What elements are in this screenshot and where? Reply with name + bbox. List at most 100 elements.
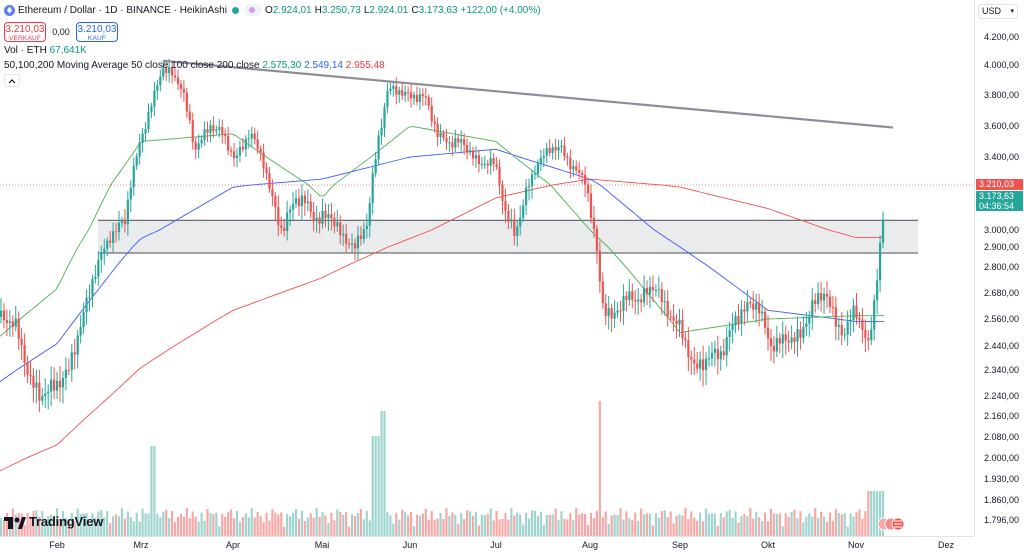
price-axis[interactable]: 4.200,00 4.000,00 3.800,00 3.600,00 3.400,00…: [974, 0, 1024, 536]
candle: [114, 231, 118, 233]
volume-bar: [504, 512, 507, 536]
volume-bar: [761, 521, 764, 536]
trendline[interactable]: [162, 59, 894, 129]
volume-bar: [822, 516, 826, 536]
candle: [645, 287, 649, 295]
volume-legend[interactable]: Vol · ETH 67,641K: [4, 44, 541, 57]
candle: [822, 293, 826, 301]
volume-bar: [734, 511, 737, 536]
volume-bar: [486, 514, 489, 536]
price-tick: 3.600,00: [984, 121, 1020, 131]
ma100-value: 2.549,14: [304, 60, 343, 71]
symbol-title[interactable]: Ethereum / Dollar · 1D · BINANCE · Heiki…: [18, 4, 227, 16]
volume-bar: [533, 510, 537, 536]
candle: [643, 287, 646, 303]
volume-bar: [539, 511, 542, 536]
volume-bar: [185, 508, 188, 536]
volume-bar: [613, 514, 616, 536]
volume-bar: [433, 519, 436, 536]
volume-bar: [687, 519, 690, 536]
candle: [501, 184, 504, 202]
candle: [554, 147, 557, 151]
candle: [433, 121, 436, 124]
tradingview-logo[interactable]: TradingView: [4, 514, 103, 529]
candle: [516, 226, 519, 236]
candle: [586, 184, 590, 194]
candle: [395, 85, 398, 95]
event-flags-icon[interactable]: [878, 517, 904, 531]
volume-bar: [519, 514, 522, 536]
candle: [681, 319, 684, 339]
volume-bar: [324, 515, 327, 536]
ohlc-key: O: [264, 4, 273, 16]
tradingview-wordmark: TradingView: [29, 514, 104, 529]
candle: [247, 138, 250, 140]
indicator-pill-icon[interactable]: [243, 4, 262, 16]
volume-bar: [112, 516, 115, 536]
candle: [566, 156, 569, 158]
volume-bar: [495, 511, 498, 536]
candle: [471, 150, 475, 159]
volume-bar: [218, 526, 221, 536]
candle: [238, 146, 242, 156]
chart-area[interactable]: [0, 0, 974, 536]
candle: [306, 201, 309, 204]
sell-button[interactable]: 3.210,03 VERKAUF: [4, 22, 46, 42]
time-tick: Mrz: [133, 540, 149, 550]
candle: [58, 380, 62, 388]
volume-bar: [67, 520, 70, 536]
candle: [401, 90, 404, 96]
candle: [112, 231, 115, 243]
candle: [507, 210, 510, 222]
candle: [348, 243, 351, 245]
volume-bar: [291, 512, 295, 536]
volume-bar: [772, 513, 775, 536]
candle: [138, 142, 141, 157]
time-axis[interactable]: Feb Mrz Apr Mai Jun Jul Aug Sep Okt Nov Dez: [0, 536, 974, 554]
candle: [710, 352, 714, 359]
volume-bar: [731, 517, 734, 536]
ma-legend[interactable]: 50,100,200 Moving Average 50 close 100 c…: [4, 59, 541, 72]
volume-bar: [76, 508, 79, 536]
collapse-legend-button[interactable]: [4, 74, 20, 87]
volume-bar: [781, 526, 784, 536]
candle: [392, 85, 395, 89]
candle: [309, 201, 312, 212]
volume-bar: [26, 513, 29, 536]
volume-bar: [374, 436, 377, 536]
candle: [731, 325, 734, 331]
ma100-line: [0, 148, 884, 383]
candle: [460, 139, 463, 143]
ohlc-low: L2.924,01: [364, 5, 409, 16]
volume-bar: [32, 511, 35, 536]
candle: [463, 139, 466, 146]
volume-bar: [5, 512, 8, 536]
volume-bar: [421, 513, 424, 536]
volume-bar: [831, 520, 834, 536]
volume-bar: [610, 515, 613, 536]
volume-bar: [716, 525, 719, 536]
volume-bar: [315, 508, 318, 536]
candle: [120, 221, 124, 223]
candle: [834, 307, 837, 327]
volume-bar: [693, 517, 696, 536]
volume-bar: [474, 511, 478, 536]
candle: [35, 382, 38, 388]
buy-button[interactable]: 3.210,03 KAUF: [76, 22, 118, 42]
price-chart[interactable]: [0, 0, 974, 536]
time-tick: Apr: [225, 540, 241, 550]
volume-bar: [114, 514, 118, 536]
candle: [194, 141, 197, 150]
candle: [480, 163, 483, 165]
volume-bar: [165, 509, 168, 536]
candle: [746, 302, 749, 312]
volume-bar: [50, 514, 53, 536]
candle: [230, 150, 233, 152]
currency-select[interactable]: USD ▾: [978, 4, 1018, 19]
volume-bar: [542, 524, 545, 536]
volume-bar: [560, 511, 563, 536]
candle: [430, 105, 433, 122]
candle: [625, 296, 628, 300]
volume-bar: [622, 519, 625, 536]
candle: [802, 326, 805, 338]
